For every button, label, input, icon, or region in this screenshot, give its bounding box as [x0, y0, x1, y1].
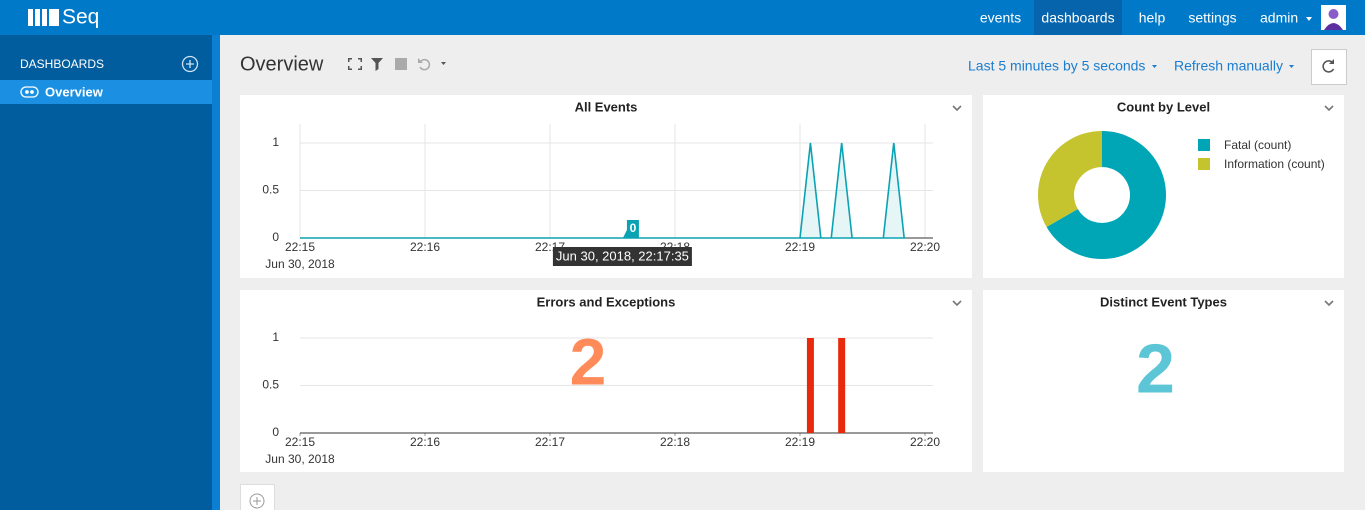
x-tick-label: 22:15: [285, 240, 315, 254]
panel-menu[interactable]: [1324, 300, 1334, 307]
legend-label: Information (count): [1224, 157, 1325, 171]
panel-title: Count by Level: [1117, 99, 1210, 114]
add-dashboard[interactable]: [181, 55, 199, 73]
panel: Count by Level Fatal (count) Information (…: [983, 95, 1344, 278]
x-sublabel: Jun 30, 2018: [265, 257, 335, 271]
sidebar-item[interactable]: Overview: [45, 84, 104, 99]
legend-swatch: [1198, 139, 1210, 151]
user-menu[interactable]: admin: [1260, 10, 1298, 26]
area-line: [300, 142, 906, 239]
x-tick-label: 22:20: [910, 435, 940, 449]
time-range[interactable]: Last 5 minutes by 5 seconds: [968, 58, 1145, 74]
nav-item[interactable]: dashboards: [1041, 10, 1114, 26]
donut-slice: [1038, 131, 1102, 227]
caret: [1152, 65, 1157, 68]
legend-swatch: [1198, 158, 1210, 170]
tooltip-box: [552, 247, 692, 266]
nav-active: [1034, 0, 1122, 35]
panel-title: Errors and Exceptions: [537, 294, 676, 309]
nav-item[interactable]: help: [1139, 10, 1166, 26]
x-tick-label: 22:16: [410, 435, 440, 449]
panel-title: All Events: [575, 99, 638, 114]
tooltip-label: Jun 30, 2018, 22:17:35: [556, 248, 689, 263]
nav-item[interactable]: events: [980, 10, 1021, 26]
x-sublabel: Jun 30, 2018: [265, 452, 335, 466]
tooltip-pointer: [622, 220, 639, 238]
x-tick-label: 22:15: [285, 435, 315, 449]
nav-item[interactable]: settings: [1188, 10, 1236, 26]
bar: [838, 338, 846, 433]
legend-label: Fatal (count): [1224, 138, 1291, 152]
avatar[interactable]: [1321, 5, 1346, 30]
big-number: 2: [1136, 329, 1175, 407]
dashboard-icon: [20, 86, 39, 98]
x-tick-label: 22:19: [785, 240, 815, 254]
x-tick-label: 22:20: [910, 240, 940, 254]
sidebar-item-active[interactable]: [0, 80, 212, 104]
panel: Errors and Exceptions 0 0.5 1 22:15 22:16 22:1…: [240, 290, 972, 472]
nav: events dashboards help settings: [980, 0, 1237, 35]
top-bar: [0, 0, 1365, 35]
y-tick-label: 0: [272, 230, 279, 244]
add-widget[interactable]: [240, 484, 275, 510]
y-tick-label: 0.5: [262, 378, 279, 392]
panel-menu[interactable]: [1324, 105, 1334, 112]
panel-menu[interactable]: [952, 105, 962, 112]
panel-bg: [240, 290, 972, 472]
panel-menu[interactable]: [952, 300, 962, 307]
sidebar: [0, 35, 212, 510]
refresh-mode[interactable]: Refresh manually: [1174, 58, 1283, 74]
brand[interactable]: Seq: [62, 6, 99, 29]
toolbar-icons[interactable]: [348, 58, 446, 71]
bar: [806, 338, 814, 433]
panel-bg: [983, 290, 1344, 472]
y-tick-label: 0.5: [262, 183, 279, 197]
sidebar-edge: [212, 35, 220, 510]
caret: [1289, 65, 1294, 68]
y-tick-label: 0: [272, 425, 279, 439]
donut-slice: [1046, 131, 1166, 259]
panel: All Events00.5122:1522:1622:1722:1822:19…: [240, 95, 972, 278]
x-tick-label: 22:16: [410, 240, 440, 254]
y-tick-label: 1: [272, 135, 279, 149]
x-tick-label: 22:19: [785, 435, 815, 449]
tooltip-value: 0: [630, 221, 637, 235]
x-tick-label: 22:18: [660, 435, 690, 449]
panel-title: Distinct Event Types: [1100, 294, 1227, 309]
logo[interactable]: [28, 9, 59, 26]
panel: Distinct Event Types 2: [983, 290, 1344, 472]
refresh-button[interactable]: [1311, 49, 1347, 85]
sidebar-heading: DASHBOARDS: [20, 57, 104, 71]
dashboard-title: Overview: [240, 53, 324, 75]
panels: All Events 0 0.5 1 22:15 22:16 22:17 22:18 22:19…: [240, 95, 1344, 472]
big-number: 2: [570, 324, 607, 398]
x-tick-label: 22:17: [535, 435, 565, 449]
caret: [1306, 17, 1312, 21]
y-tick-label: 1: [272, 330, 279, 344]
